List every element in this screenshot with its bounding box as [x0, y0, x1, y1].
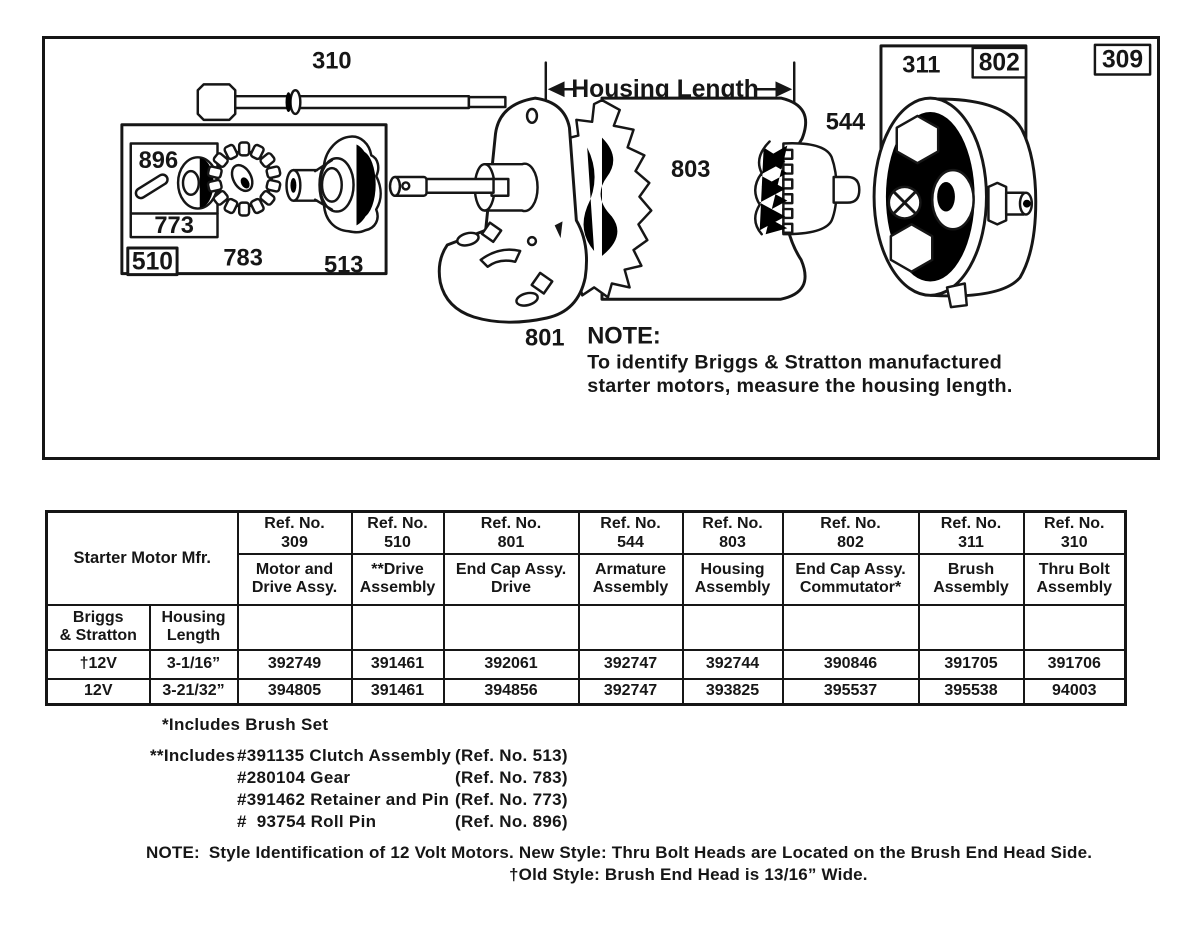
- cell-part-number: 392744: [681, 648, 784, 680]
- roll-pin-drawing: [134, 173, 169, 200]
- ref-badge-309: 309: [1093, 43, 1152, 76]
- style-note-line1: NOTE: Style Identification of 12 Volt Mot…: [146, 842, 1156, 864]
- footnote-ref: (Ref. No. 773): [455, 790, 568, 809]
- footnote-part: # 93754 Roll Pin: [237, 812, 377, 831]
- cell-part-number: 394856: [442, 677, 580, 706]
- label-510: 510: [132, 249, 173, 276]
- col-header-part-motor-drive: Motor and Drive Assy.: [236, 552, 353, 606]
- style-identification-note: NOTE: Style Identification of 12 Volt Mot…: [146, 842, 1156, 886]
- col-header-ref-311: Ref. No. 311: [917, 510, 1025, 555]
- cell-part-number: 391706: [1022, 648, 1127, 680]
- label-803: 803: [671, 157, 710, 183]
- note-rest: of 12 Volt Motors. New Style: Thru Bolt …: [368, 843, 1093, 862]
- footnote-brush-set: *Includes Brush Set: [162, 715, 329, 734]
- col-header-part-endcap-drive: End Cap Assy. Drive: [442, 552, 580, 606]
- parts-reference-table: Starter Motor Mfr. Ref. No. 309 Ref. No.…: [45, 510, 1128, 706]
- footnote-ref: (Ref. No. 896): [455, 812, 568, 831]
- footnote-ref: (Ref. No. 513): [455, 746, 568, 765]
- diagram-note-heading: NOTE:: [587, 324, 661, 350]
- label-544: 544: [826, 110, 866, 136]
- footnote-includes-prefix: **Includes: [150, 746, 236, 765]
- phillips-screw: [887, 185, 922, 220]
- cell-part-number: 392747: [577, 648, 684, 680]
- col-header-part-endcap-comm: End Cap Assy. Commutator*: [781, 552, 920, 606]
- footnote-part: #391462 Retainer and Pin: [237, 790, 450, 809]
- col-header-ref-510: Ref. No. 510: [350, 510, 445, 555]
- col-header-part-armature: Armature Assembly: [577, 552, 684, 606]
- label-801: 801: [525, 326, 564, 352]
- footnote-item: **Includes #391135 Clutch Assembly (Ref.…: [150, 745, 568, 767]
- cell-part-number: 392061: [442, 648, 580, 680]
- table-row-subheaders: Briggs & Stratton Housing Length: [45, 603, 1127, 651]
- col-header-ref-309: Ref. No. 309: [236, 510, 353, 555]
- footnote-part: #280104 Gear: [237, 768, 351, 787]
- col-header-part-thru-bolt: Thru Bolt Assembly: [1022, 552, 1127, 606]
- subheader-housing-length: Housing Length: [148, 603, 239, 651]
- hex-nut-top: [895, 114, 940, 165]
- diagram-note-line2: starter motors, measure the housing leng…: [587, 375, 1012, 397]
- table-row-12v-old: †12V 3-1/16” 392749 391461 392061 392747…: [45, 648, 1127, 680]
- footnotes: *Includes Brush Set **Includes #391135 C…: [150, 714, 568, 833]
- cell-part-number: 395537: [781, 677, 920, 706]
- diagram-note-line1: To identify Briggs & Stratton manufactur…: [587, 351, 1002, 373]
- cell-model: 12V: [45, 677, 151, 706]
- col-header-ref-802: Ref. No. 802: [781, 510, 920, 555]
- col-header-ref-310: Ref. No. 310: [1022, 510, 1127, 555]
- col-header-part-brush: Brush Assembly: [917, 552, 1025, 606]
- footnote-ref: (Ref. No. 783): [455, 768, 568, 787]
- table-row-ref-numbers: Starter Motor Mfr. Ref. No. 309 Ref. No.…: [45, 510, 1127, 606]
- label-802: 802: [979, 50, 1020, 77]
- label-311: 311: [902, 53, 940, 79]
- armature-544: 544: [754, 110, 866, 236]
- terminal-bolt-drawing: [987, 181, 1034, 226]
- cell-model: †12V: [45, 648, 151, 680]
- thru-bolt-drawing: 310: [196, 49, 507, 122]
- cell-housing-length: 3-21/32”: [148, 677, 239, 706]
- mfr-header-cell: Starter Motor Mfr.: [45, 510, 239, 606]
- exploded-view-drawing: 310 Housing Length 896: [120, 43, 1152, 397]
- cell-part-number: 391461: [350, 648, 445, 680]
- table-row-part-names: Motor and Drive Assy. **Drive Assembly E…: [47, 552, 1127, 606]
- label-773: 773: [154, 213, 193, 239]
- cell-part-number: 94003: [1022, 677, 1127, 706]
- label-896: 896: [139, 148, 178, 174]
- footnote-item: #280104 Gear (Ref. No. 783): [150, 767, 568, 789]
- cell-part-number: 390846: [781, 648, 920, 680]
- subheader-briggs-stratton: Briggs & Stratton: [45, 603, 151, 651]
- footnote-part: #391135 Clutch Assembly: [237, 746, 452, 765]
- diagram-note: NOTE: To identify Briggs & Stratton manu…: [587, 324, 1012, 397]
- cell-part-number: 391705: [917, 648, 1025, 680]
- end-cap-drive-801: 801: [388, 96, 588, 352]
- cell-part-number: 392747: [577, 677, 684, 706]
- label-309: 309: [1102, 47, 1143, 74]
- col-header-part-housing: Housing Assembly: [681, 552, 784, 606]
- style-note-line2: †Old Style: Brush End Head is 13/16” Wid…: [509, 865, 868, 884]
- cell-part-number: 394805: [236, 677, 353, 706]
- note-prefix: NOTE:: [146, 843, 200, 862]
- col-header-ref-801: Ref. No. 801: [442, 510, 580, 555]
- table-row-12v-new: 12V 3-21/32” 394805 391461 394856 392747…: [45, 677, 1127, 706]
- cell-part-number: 392749: [236, 648, 353, 680]
- cell-part-number: 393825: [681, 677, 784, 706]
- cell-housing-length: 3-1/16”: [148, 648, 239, 680]
- brush-end-head-802: 802 311: [872, 44, 1038, 309]
- footnote-item: #391462 Retainer and Pin (Ref. No. 773): [150, 789, 568, 811]
- label-310: 310: [312, 49, 351, 75]
- col-header-part-drive: **Drive Assembly: [350, 552, 445, 606]
- note-bold-phrase: Style Identification: [208, 843, 365, 862]
- clutch-drawing: [285, 135, 382, 234]
- footnote-item: # 93754 Roll Pin (Ref. No. 896): [150, 811, 568, 833]
- col-header-ref-544: Ref. No. 544: [577, 510, 684, 555]
- cell-part-number: 395538: [917, 677, 1025, 706]
- hex-nut-bottom: [889, 223, 934, 273]
- col-header-ref-803: Ref. No. 803: [681, 510, 784, 555]
- drive-group-box-510: 896 773 510: [120, 123, 388, 279]
- cell-part-number: 391461: [350, 677, 445, 706]
- label-513: 513: [324, 253, 363, 279]
- gear-drawing: [206, 141, 282, 217]
- exploded-view-frame: 310 Housing Length 896: [42, 36, 1160, 460]
- label-783: 783: [223, 246, 262, 272]
